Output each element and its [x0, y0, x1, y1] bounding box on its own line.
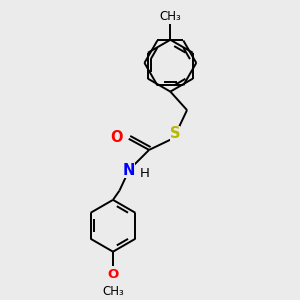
Text: O: O — [107, 268, 118, 281]
Text: O: O — [111, 130, 123, 146]
Text: S: S — [170, 126, 180, 141]
Text: CH₃: CH₃ — [102, 285, 124, 298]
Text: N: N — [122, 163, 135, 178]
Text: CH₃: CH₃ — [160, 10, 181, 23]
Text: H: H — [140, 167, 150, 179]
